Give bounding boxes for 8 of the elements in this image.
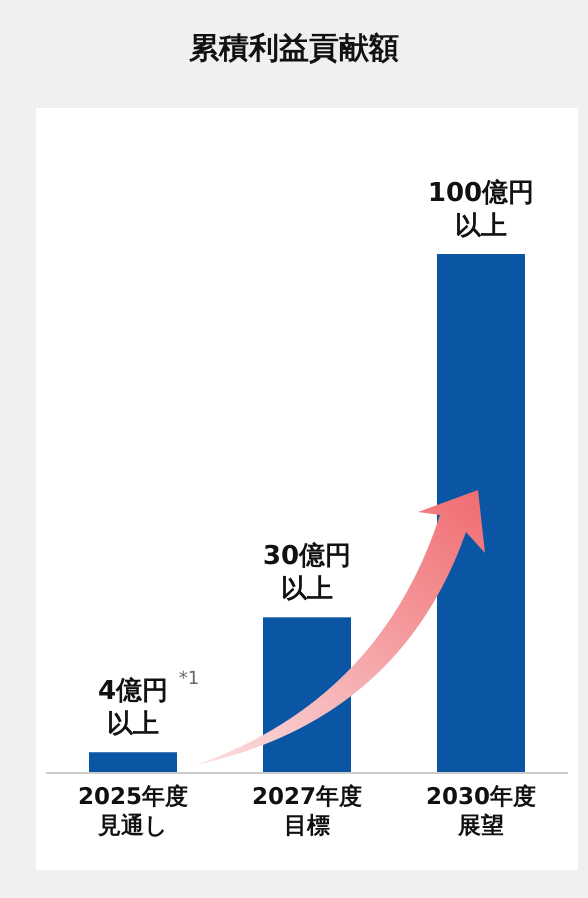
x-tick-label: 2030年度展望	[424, 783, 537, 840]
data-label: 4億円以上	[98, 676, 168, 739]
data-label: 100億円以上	[426, 177, 536, 242]
chart-title: 累積利益貢献額	[188, 30, 400, 68]
annotation: *1	[178, 668, 200, 691]
x-tick-label: 2027年度目標	[250, 783, 363, 840]
data-label: 30億円以上	[262, 540, 352, 606]
x-tick-label: 2025年度見通し	[76, 783, 189, 840]
